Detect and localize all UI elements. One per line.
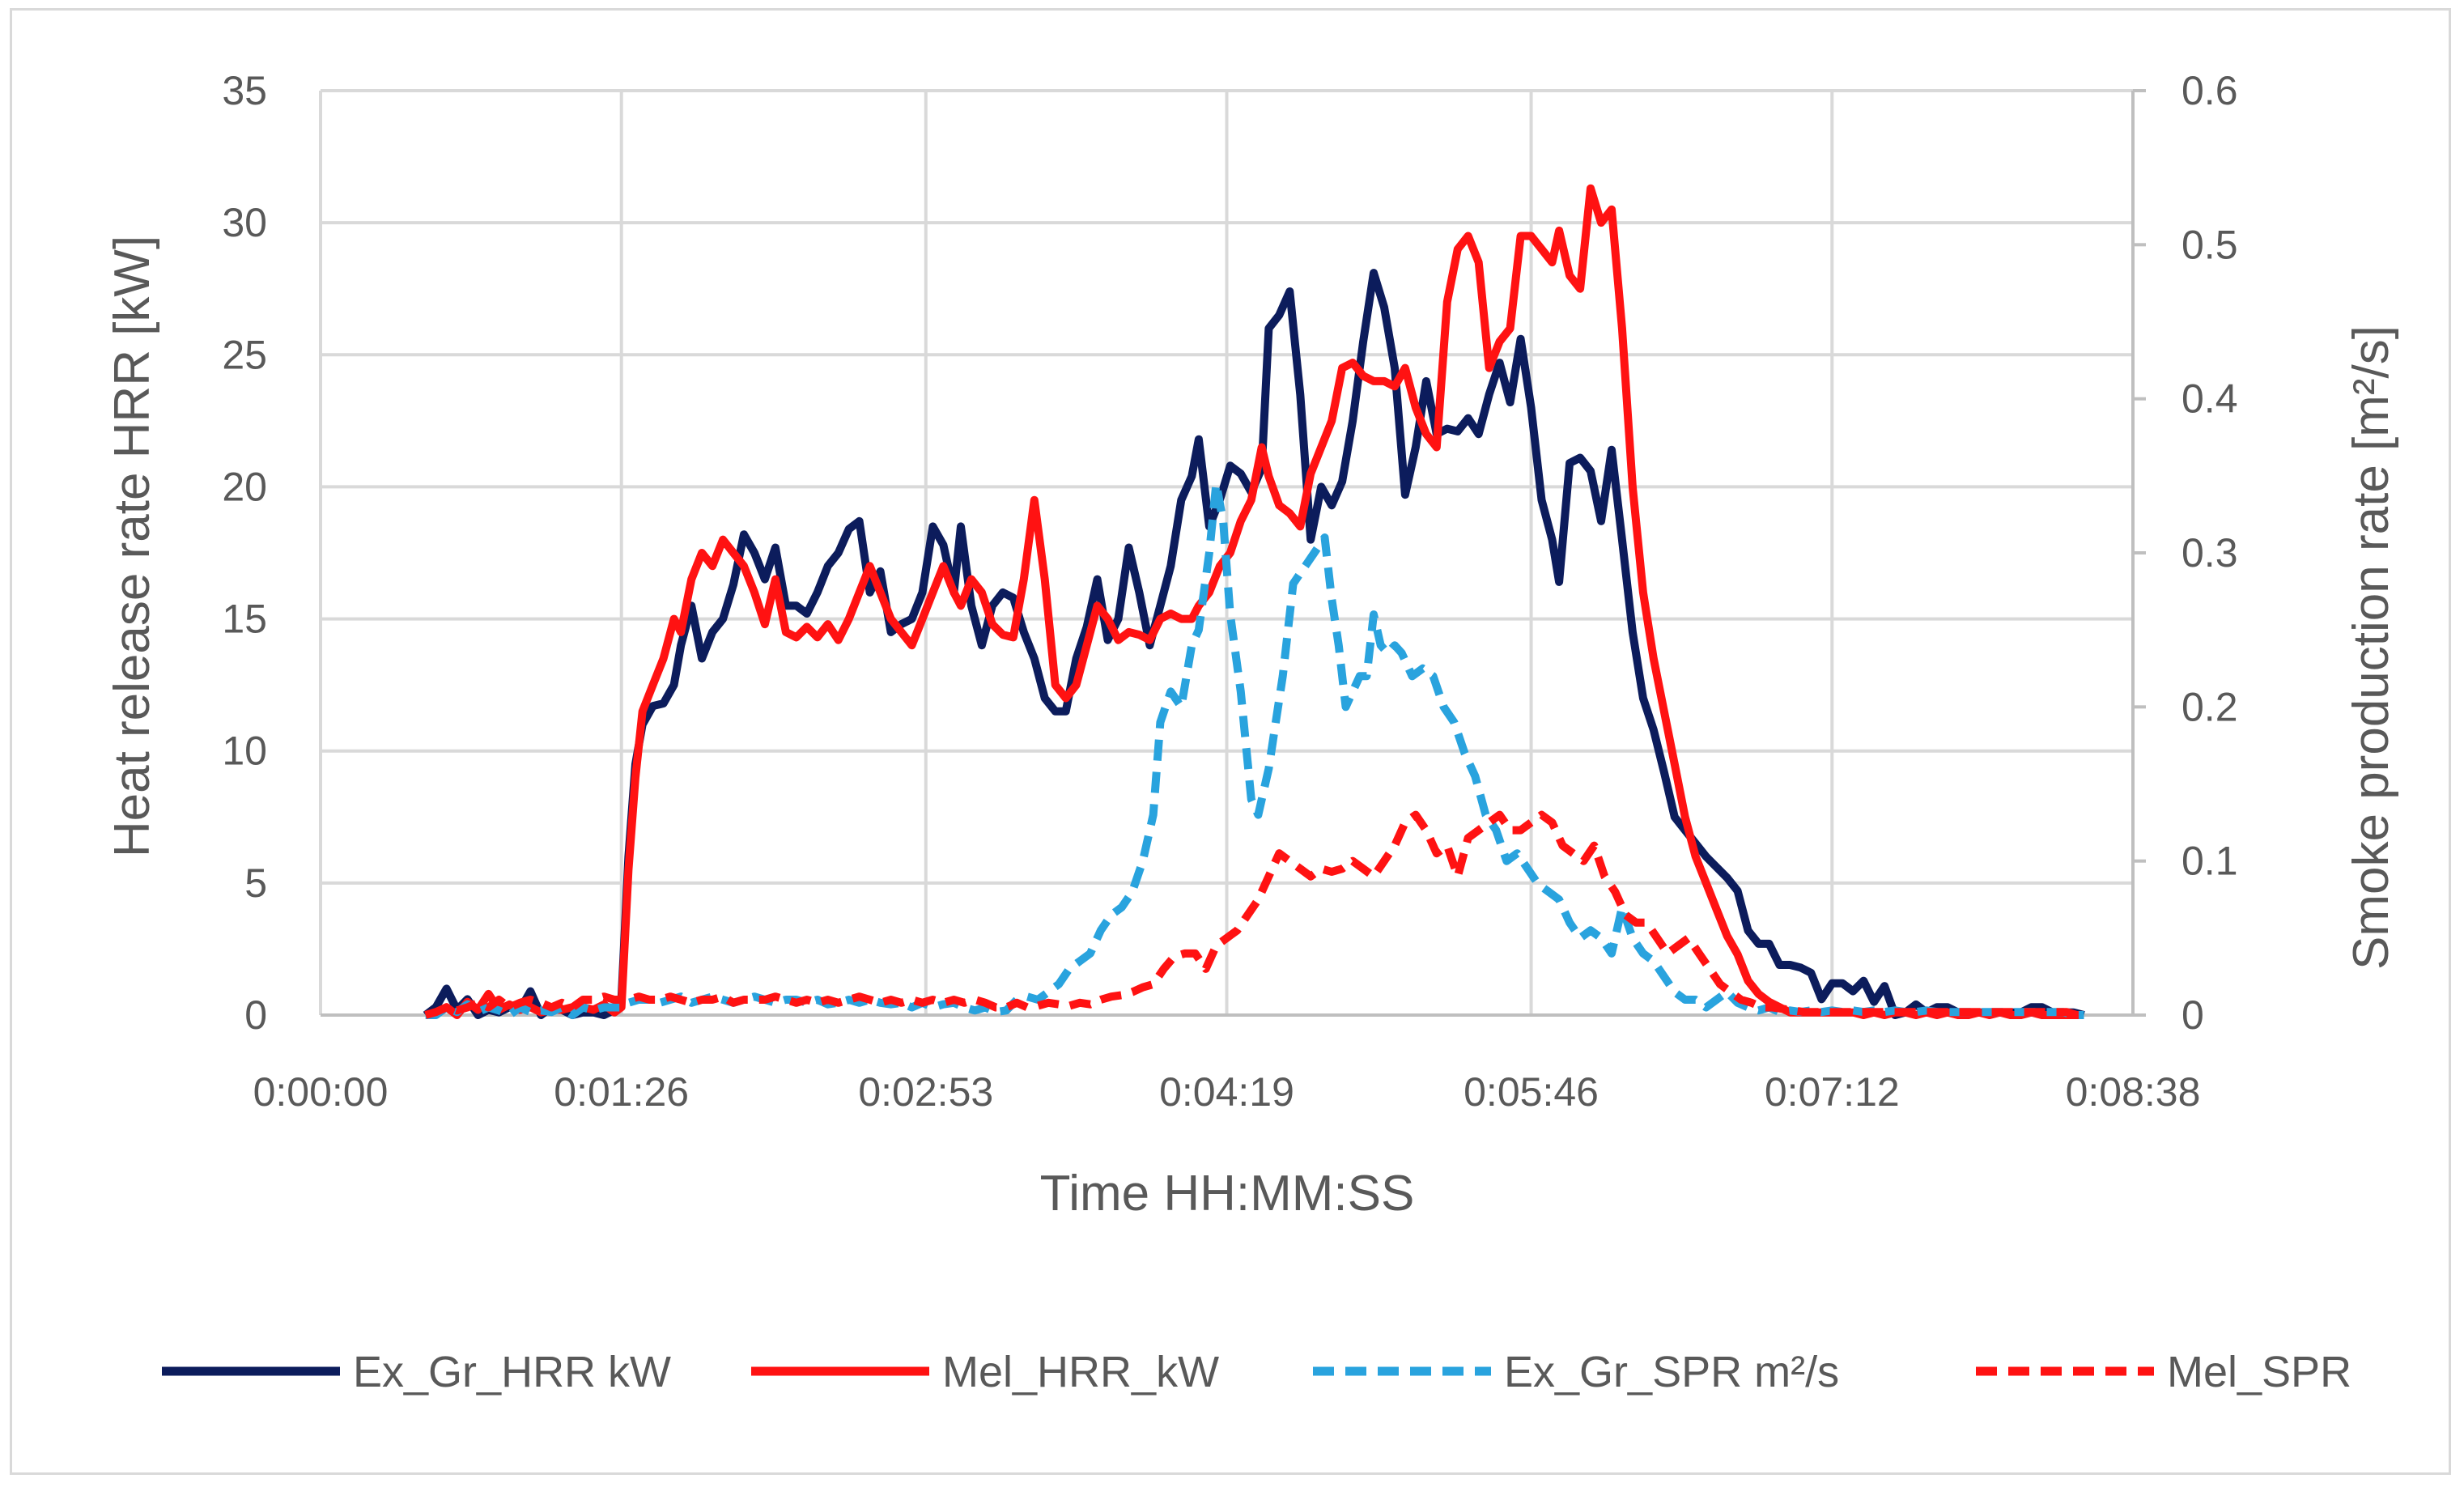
y2-tick-label: 0.4 — [2181, 376, 2238, 422]
x-tick-label: 0:05:46 — [1464, 1069, 1599, 1115]
series-lines — [423, 184, 2085, 1019]
y-axis-title: Heat release rate HRR [kW] — [104, 236, 160, 857]
y-tick-label: 35 — [222, 68, 267, 113]
y2-tick-label: 0.5 — [2181, 222, 2238, 267]
series-line-1 — [423, 269, 2085, 1019]
y-tick-label: 20 — [222, 464, 267, 509]
x-tick-label: 0:01:26 — [554, 1069, 689, 1115]
chart-frame — [10, 8, 2451, 1475]
y2-tick-label: 0.6 — [2181, 68, 2238, 113]
y2-tick-label: 0.2 — [2181, 684, 2238, 729]
x-tick-label: 0:08:38 — [2066, 1069, 2201, 1115]
legend: Ex_Gr_HRR kW Mel_HRR_kW Ex_Gr_SPR m²/s Mel_… — [162, 1348, 2351, 1396]
y2-tick-label: 0.3 — [2181, 530, 2238, 576]
y2-axis-title: Smoke production rate [m²/s] — [2343, 325, 2399, 970]
y-tick-label: 5 — [244, 860, 267, 906]
y-tick-label: 15 — [222, 597, 267, 642]
series-line-3 — [425, 479, 2084, 1019]
x-tick-label: 0:04:19 — [1159, 1069, 1294, 1115]
x-axis-title: Time HH:MM:SS — [1040, 1166, 1415, 1221]
legend-label-3: Ex_Gr_SPR m²/s — [1504, 1348, 1839, 1396]
y-tick-label: 0 — [244, 992, 267, 1038]
y2-tick-label: 0 — [2181, 992, 2204, 1038]
legend-label-2: Mel_HRR_kW — [942, 1348, 1219, 1396]
series-line-2 — [424, 184, 2084, 1019]
x-tick-label: 0:07:12 — [1765, 1069, 1900, 1115]
y-tick-label: 10 — [222, 729, 267, 774]
legend-label-4: Mel_SPR — [2167, 1348, 2351, 1396]
legend-label-1: Ex_Gr_HRR kW — [353, 1348, 671, 1396]
series-line-4 — [424, 810, 2084, 1019]
tick-labels: 0 5 10 15 20 25 30 35 0 0.1 0.2 0.3 0.4 0.5 0.6 0:00:00… — [222, 68, 2237, 1115]
y-tick-label: 30 — [222, 200, 267, 245]
x-tick-label: 0:02:53 — [858, 1069, 993, 1115]
y-tick-label: 25 — [222, 332, 267, 377]
x-tick-label: 0:00:00 — [253, 1069, 389, 1115]
y2-tick-label: 0.1 — [2181, 839, 2238, 884]
